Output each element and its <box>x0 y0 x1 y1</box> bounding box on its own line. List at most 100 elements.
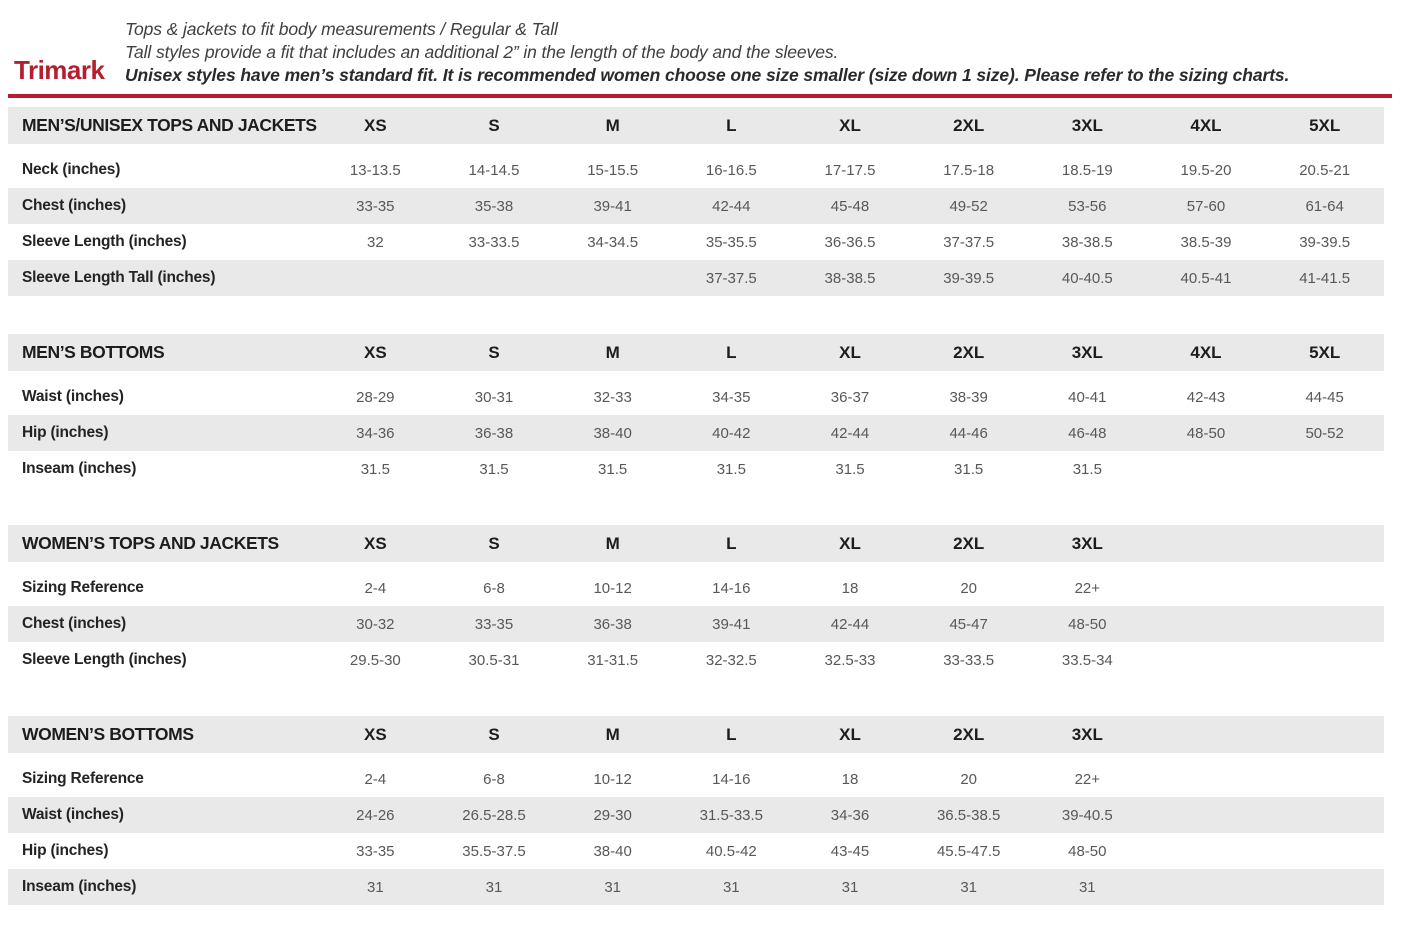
size-value: 39-40.5 <box>1061 806 1113 824</box>
size-value: 34-36 <box>830 806 870 824</box>
column-header: XL <box>839 724 861 744</box>
size-value: 20 <box>960 770 977 788</box>
column-header: XS <box>363 724 387 744</box>
row-label: Sizing Reference <box>22 579 144 596</box>
column-header: 3XL <box>1071 724 1103 744</box>
size-value: 33-35 <box>356 842 395 860</box>
size-value: 38-40 <box>593 842 632 860</box>
size-value: 40-40.5 <box>1061 269 1113 287</box>
size-value: 42-43 <box>1186 388 1226 406</box>
table-header-row: WOMEN’S TOPS AND JACKETS XS S M L XL 2XL 3XL <box>8 525 1384 562</box>
size-value: 43-45 <box>830 842 870 860</box>
table-row: Neck (inches) 13-13.5 14-14.5 15-15.5 16-16.… <box>8 152 1384 188</box>
size-value: 29-30 <box>593 806 632 824</box>
table-title: WOMEN’S BOTTOMS <box>22 724 194 744</box>
size-value: 20 <box>960 579 977 597</box>
size-value: 10-12 <box>593 579 632 597</box>
column-header: 2XL <box>953 115 985 135</box>
size-value: 31.5-33.5 <box>699 806 764 824</box>
intro-line-2: Tall styles provide a fit that includes … <box>125 42 839 62</box>
column-header: M <box>605 533 620 553</box>
size-value: 37-37.5 <box>943 233 995 251</box>
size-value: 28-29 <box>356 388 395 406</box>
size-value: 33-35 <box>474 615 514 633</box>
size-value: 49-52 <box>949 197 988 215</box>
size-value: 18 <box>841 770 859 788</box>
row-label: Sleeve Length (inches) <box>22 651 187 668</box>
table-row: Sleeve Length Tall (inches) 37-37.5 38-38.… <box>8 260 1384 296</box>
row-label: Sleeve Length (inches) <box>22 233 187 250</box>
size-value: 39-41 <box>593 197 632 215</box>
table-header-row: MEN’S/UNISEX TOPS AND JACKETS XS S M L XL 2XL 3… <box>8 107 1384 144</box>
size-value: 31 <box>841 878 859 896</box>
table-title: MEN’S BOTTOMS <box>22 342 165 362</box>
size-value: 20.5-21 <box>1299 161 1351 179</box>
size-value: 31.5 <box>598 460 628 478</box>
size-value: 40-41 <box>1068 388 1107 406</box>
size-value: 33-33.5 <box>468 233 520 251</box>
size-value: 34-34.5 <box>587 233 639 251</box>
size-value: 61-64 <box>1305 197 1344 215</box>
column-header: S <box>488 115 500 135</box>
size-value: 39-41 <box>712 615 751 633</box>
size-value: 34-35 <box>712 388 751 406</box>
size-value: 13-13.5 <box>349 161 401 179</box>
column-header: 2XL <box>953 342 985 362</box>
size-value: 42-44 <box>712 197 751 215</box>
size-value: 34-36 <box>356 424 395 442</box>
size-value: 37-37.5 <box>705 269 757 287</box>
size-value: 31 <box>960 878 977 896</box>
size-value: 32.5-33 <box>824 651 876 669</box>
row-label: Neck (inches) <box>22 161 121 178</box>
size-value: 31 <box>485 878 503 896</box>
size-value: 35-35.5 <box>705 233 757 251</box>
intro-text: Tops & jackets to fit body measurements … <box>124 18 1392 87</box>
column-header: L <box>726 533 737 553</box>
size-value: 46-48 <box>1068 424 1107 442</box>
table-row: Waist (inches) 28-29 30-31 32-33 34-35 36-37 3… <box>8 379 1384 415</box>
size-value: 31.5 <box>835 460 865 478</box>
table-row: Sleeve Length (inches) 29.5-30 30.5-31 31-3… <box>8 642 1384 678</box>
table-row: Sizing Reference 2-4 6-8 10-12 14-16 18 20 22+ <box>8 570 1384 606</box>
size-value: 36-38 <box>474 424 514 442</box>
row-label: Sleeve Length Tall (inches) <box>22 269 216 286</box>
column-header: M <box>605 115 620 135</box>
size-value: 26.5-28.5 <box>462 806 526 824</box>
column-header: S <box>488 342 500 362</box>
size-value: 22+ <box>1074 770 1101 788</box>
size-value: 36-37 <box>830 388 870 406</box>
size-value: 31 <box>722 878 740 896</box>
column-header: XL <box>839 115 861 135</box>
size-value: 18 <box>841 579 859 597</box>
column-header: 3XL <box>1071 115 1103 135</box>
size-value: 45-48 <box>830 197 870 215</box>
size-value: 42-44 <box>830 615 870 633</box>
size-value: 45.5-47.5 <box>936 842 1001 860</box>
column-header: XS <box>363 342 387 362</box>
size-value: 30.5-31 <box>468 651 520 669</box>
size-value: 38-39 <box>949 388 988 406</box>
size-value: 39-39.5 <box>943 269 995 287</box>
size-value: 31.5 <box>479 460 509 478</box>
size-value: 2-4 <box>364 770 387 788</box>
column-header: XL <box>839 342 861 362</box>
column-header: L <box>726 342 737 362</box>
size-value: 38-40 <box>593 424 632 442</box>
size-value: 32 <box>366 233 384 251</box>
table-row: Waist (inches) 24-26 26.5-28.5 29-30 31.5-33… <box>8 797 1384 833</box>
size-value: 48-50 <box>1068 842 1107 860</box>
table-row: Chest (inches) 30-32 33-35 36-38 39-41 42-44 4… <box>8 606 1384 642</box>
intro-line-1: Tops & jackets to fit body measurements … <box>125 19 558 39</box>
size-value: 16-16.5 <box>705 161 757 179</box>
red-divider <box>8 94 1392 98</box>
table-row: Sleeve Length (inches) 32 33-33.5 34-34.5 35… <box>8 224 1384 260</box>
column-header: L <box>726 115 737 135</box>
size-value: 38-38.5 <box>1061 233 1113 251</box>
table-title: MEN’S/UNISEX TOPS AND JACKETS <box>22 115 317 135</box>
table-row: Chest (inches) 33-35 35-38 39-41 42-44 45-48 4… <box>8 188 1384 224</box>
size-value: 14-14.5 <box>468 161 520 179</box>
size-value: 2-4 <box>364 579 387 597</box>
column-header: XS <box>363 115 387 135</box>
row-label: Hip (inches) <box>22 424 109 441</box>
